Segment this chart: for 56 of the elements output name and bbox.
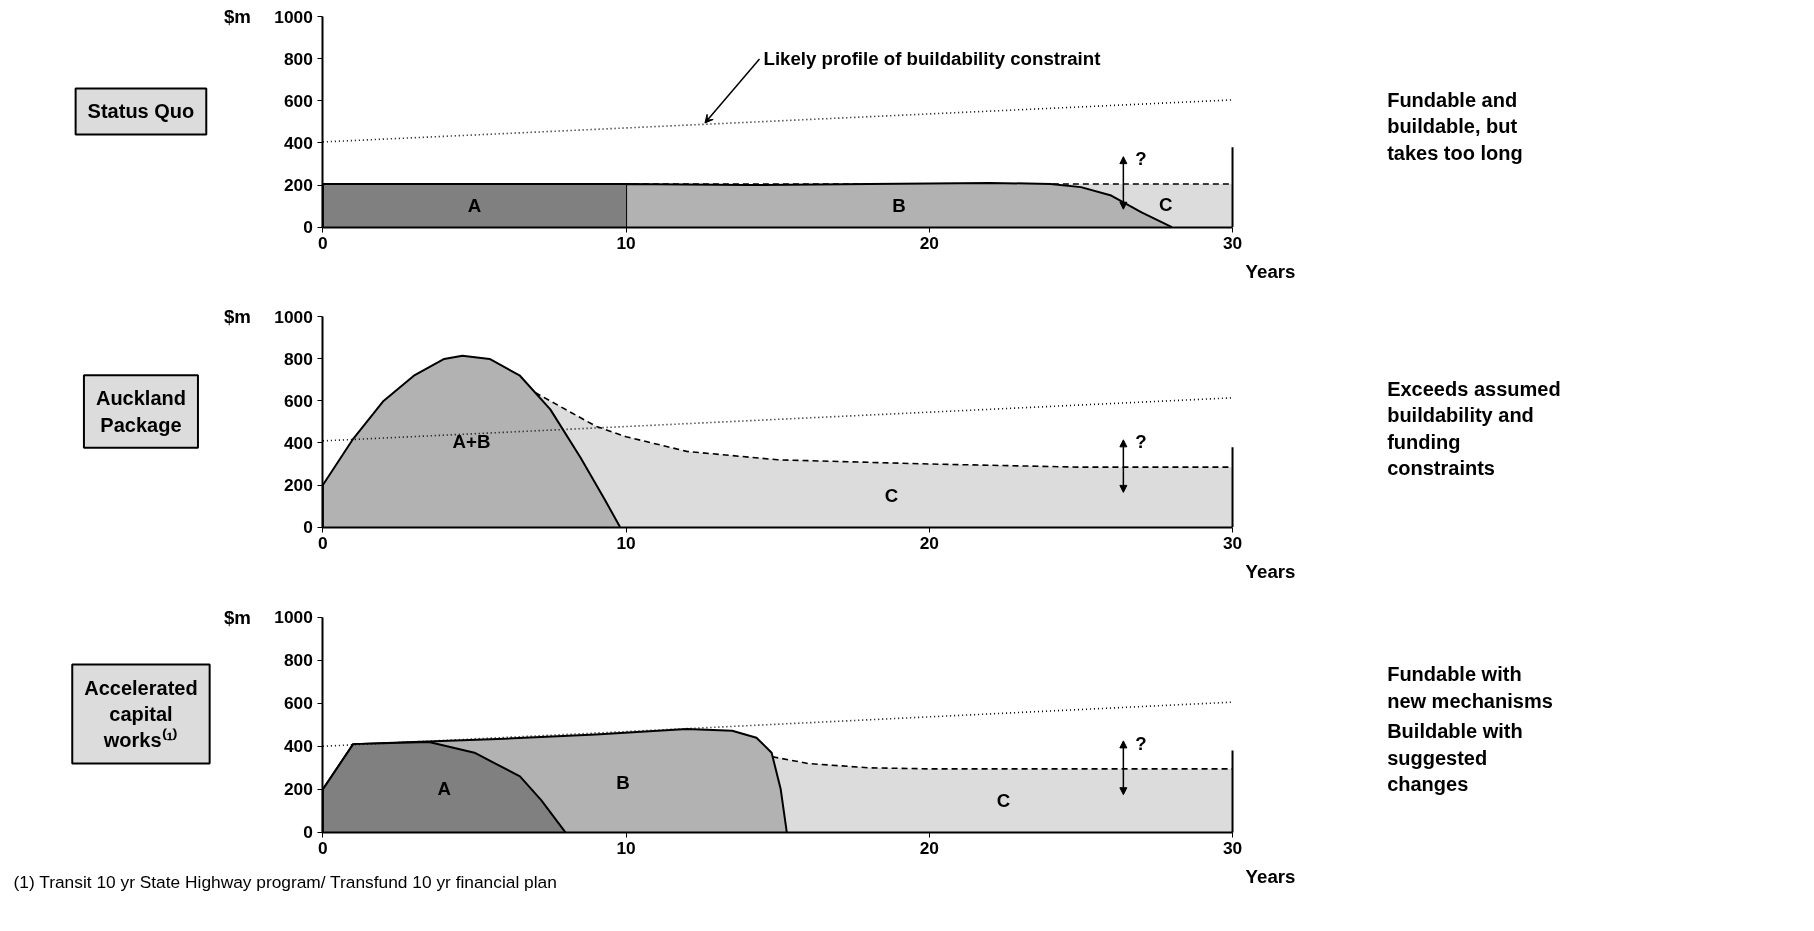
y-axis-title: $m [223, 6, 251, 28]
y-tick-label: 1000 [274, 306, 313, 327]
y-tick-label: 400 [283, 736, 313, 757]
y-tick-label: 800 [283, 650, 313, 671]
text: (1) Transit 10 yr State Highway program/ Transfund 10 yr financial plan [13, 872, 557, 893]
y-tick-label: 200 [283, 779, 313, 800]
series-label: A+B [452, 431, 491, 453]
y-tick-label: 0 [303, 822, 313, 843]
text: Accelerated capital works⁽¹⁾ [84, 676, 198, 752]
x-tick-label: 10 [616, 838, 636, 859]
annotation: ? [1135, 148, 1147, 170]
series-label: C [996, 790, 1011, 812]
y-tick-label: 800 [283, 348, 313, 369]
x-tick-label: 30 [1222, 838, 1243, 859]
y-tick-label: 200 [283, 475, 313, 496]
y-tick-label: 600 [283, 90, 313, 111]
y-tick-label: 600 [283, 693, 313, 714]
x-axis-title: Years [1245, 866, 1296, 888]
x-tick-label: 10 [616, 533, 636, 554]
y-axis-title: $m [223, 306, 251, 328]
x-tick-label: 0 [318, 533, 328, 554]
text: Fundable and buildable, but takes too long [1387, 88, 1523, 164]
y-axis-title: $m [223, 606, 251, 628]
text: Exceeds assumed buildability and funding constraints [1387, 377, 1561, 480]
legend-label: C [1159, 193, 1173, 215]
x-tick-label: 20 [919, 233, 939, 254]
x-tick-label: 30 [1222, 533, 1243, 554]
text: Status Quo [87, 100, 195, 123]
x-tick-label: 30 [1222, 233, 1243, 254]
y-tick-label: 1000 [274, 607, 313, 628]
x-tick-label: 0 [318, 233, 328, 254]
text: Fundable with new mechanisms [1387, 663, 1553, 712]
y-tick-label: 200 [283, 175, 313, 196]
text: Auckland Package [95, 387, 186, 436]
x-tick-label: 10 [616, 233, 636, 254]
y-tick-label: 0 [303, 217, 313, 238]
y-tick-label: 0 [303, 517, 313, 538]
y-tick-label: 800 [283, 48, 313, 69]
x-axis-title: Years [1245, 261, 1296, 283]
y-tick-label: 400 [283, 132, 313, 153]
series-label: C [884, 484, 899, 506]
x-tick-label: 20 [919, 533, 939, 554]
x-tick-label: 20 [919, 838, 939, 859]
series-label: A [437, 778, 451, 800]
x-axis-title: Years [1245, 561, 1296, 583]
y-tick-label: 600 [283, 390, 313, 411]
series-label: A [467, 195, 482, 217]
y-tick-label: 1000 [274, 6, 313, 27]
x-tick-label: 0 [318, 838, 328, 859]
series-label: B [892, 194, 906, 216]
text: Buildable with suggested changes [1387, 720, 1523, 796]
annotation: Likely profile of buildability constraint [763, 48, 1101, 70]
series-label: B [616, 772, 630, 794]
y-tick-label: 400 [283, 432, 313, 453]
annotation: ? [1135, 431, 1147, 453]
annotation: ? [1135, 732, 1147, 754]
